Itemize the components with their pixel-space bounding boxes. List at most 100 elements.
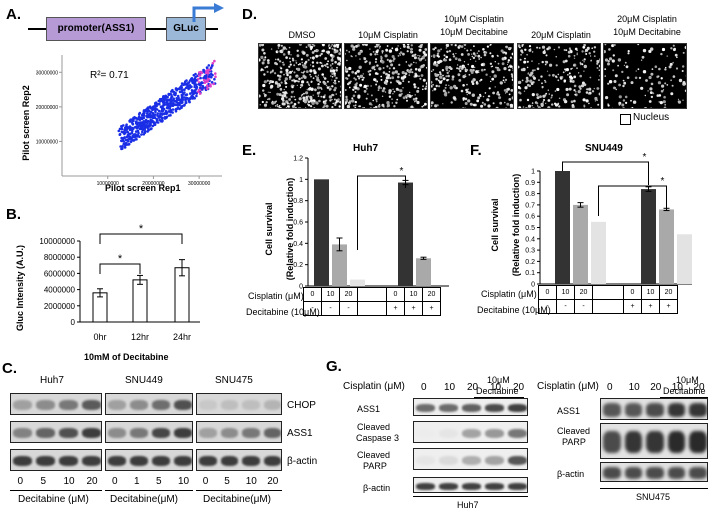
nucleus-dot <box>346 104 351 108</box>
nucleus-dot <box>366 84 369 88</box>
nucleus-dot <box>351 97 354 100</box>
nucleus-dot <box>416 100 420 105</box>
nucleus-dot <box>300 77 303 79</box>
scatter-point <box>155 118 159 122</box>
nucleus-dot <box>330 45 332 47</box>
nucleus-dot <box>399 89 403 93</box>
condition-cell: 10 <box>404 287 423 302</box>
nucleus-dot <box>593 55 596 57</box>
scatter-point <box>142 124 145 128</box>
scatter-point <box>149 113 152 117</box>
nucleus-dot <box>259 58 261 62</box>
scatter-ytick-label: 30000000 <box>36 70 58 76</box>
nucleus-dot <box>492 102 495 105</box>
nucleus-dot <box>396 81 399 83</box>
nucleus-dot <box>524 57 526 60</box>
nucleus-dot <box>660 52 663 56</box>
nucleus-dot <box>413 56 417 60</box>
nucleus-dot <box>302 64 306 69</box>
nucleus-dot <box>546 70 549 72</box>
nucleus-dot <box>526 98 530 102</box>
blot-g-left-dose: 0 <box>421 382 427 393</box>
nucleus-dot <box>524 48 527 51</box>
nucleus-dot <box>407 69 411 73</box>
nucleus-dot <box>511 78 513 81</box>
nucleus-dot <box>531 69 535 72</box>
nucleus-dot <box>298 77 301 81</box>
nucleus-dot <box>498 96 502 100</box>
nucleus-dot <box>310 48 312 51</box>
nucleus-dot <box>329 53 333 57</box>
blot-band <box>508 455 527 465</box>
nucleus-dot <box>478 58 481 60</box>
nucleus-dot <box>305 91 309 95</box>
scatter-point <box>136 117 140 120</box>
nucleus-dot <box>591 47 593 49</box>
nucleus-dot <box>321 73 324 76</box>
nucleus-dot <box>279 84 281 86</box>
micrograph-1 <box>258 43 342 109</box>
nucleus-dot <box>263 103 268 107</box>
nucleus-dot <box>365 87 368 90</box>
micro-label-3-line1: 10μM Cisplatin <box>444 14 504 24</box>
scatter-point <box>142 122 145 125</box>
nucleus-dot <box>640 59 643 61</box>
nucleus-dot <box>411 71 414 74</box>
nucleus-dot <box>317 55 320 57</box>
nucleus-dot <box>399 51 403 54</box>
nucleus-dot <box>484 92 487 94</box>
nucleus-dot <box>352 47 356 51</box>
nucleus-dot <box>359 58 361 60</box>
nucleus-dot <box>452 55 456 58</box>
nucleus-dot <box>288 75 292 79</box>
scatter-point <box>142 114 146 117</box>
nucleus-dot <box>281 62 283 64</box>
blot-c-snu449-chop <box>105 393 193 415</box>
nucleus-dot <box>649 87 653 91</box>
nucleus-dot <box>362 76 365 79</box>
panel-label-g: G. <box>326 358 342 375</box>
blot-band <box>439 428 458 438</box>
scatter-point <box>207 75 211 78</box>
condition-cell: 10 <box>321 287 340 302</box>
nucleus-dot <box>573 84 577 88</box>
nucleus-dot <box>330 58 334 62</box>
nucleus-dot <box>388 89 392 93</box>
nucleus-dot <box>544 63 547 66</box>
bar-f-ytick-label: 0.8 <box>525 191 535 198</box>
nucleus-dot <box>491 65 494 68</box>
micrograph-svg <box>604 44 686 108</box>
nucleus-dot <box>402 80 405 83</box>
nucleus-dot <box>414 101 416 103</box>
nucleus-dot <box>296 79 298 82</box>
nucleus-dot <box>661 47 666 52</box>
nucleus-dot <box>307 95 310 98</box>
blot-band <box>603 467 621 479</box>
scatter-point <box>138 121 142 124</box>
nucleus-dot <box>496 68 500 72</box>
nucleus-dot <box>269 91 271 94</box>
blot-band <box>59 456 78 467</box>
nucleus-dot <box>582 59 584 61</box>
nucleus-dot <box>298 97 302 101</box>
nucleus-dot <box>521 79 524 82</box>
blot-band <box>416 404 435 412</box>
scatter-point <box>148 109 151 113</box>
nucleus-dot <box>331 44 333 46</box>
nucleus-dot <box>650 82 654 86</box>
blot-band <box>667 467 686 479</box>
nucleus-dot <box>508 93 511 96</box>
nucleus-dot <box>651 68 654 70</box>
nucleus-dot <box>605 96 609 100</box>
condition-cell: + <box>641 299 660 314</box>
scatter-point <box>168 98 171 102</box>
nucleus-dot <box>286 92 289 94</box>
nucleus-dot <box>388 49 393 53</box>
scatter-point <box>176 94 180 98</box>
nucleus-dot <box>325 65 327 68</box>
nucleus-dot <box>446 79 449 82</box>
nucleus-dot <box>551 94 553 97</box>
scatter-point <box>169 105 172 108</box>
nucleus-dot <box>307 104 311 107</box>
bar-b-sig-star: * <box>118 253 123 265</box>
